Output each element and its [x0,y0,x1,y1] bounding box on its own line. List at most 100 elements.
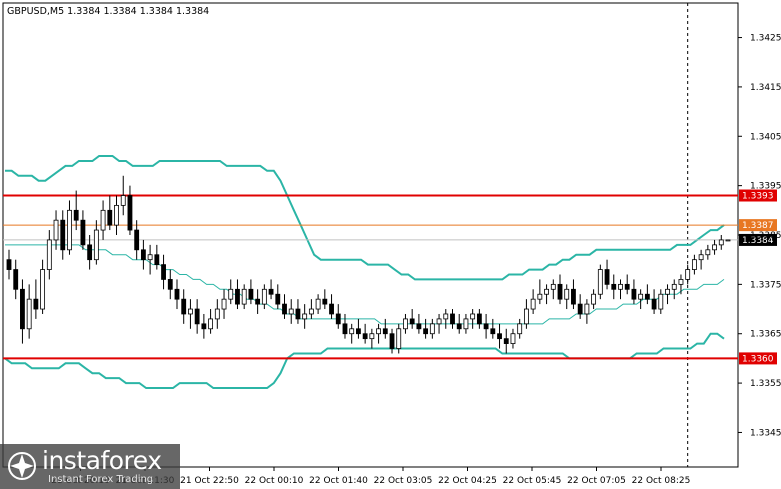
candle-body [356,328,361,335]
candle-body [349,328,355,335]
candle-body [611,283,617,290]
candle-body [604,269,610,285]
candle [604,259,610,290]
candle [369,328,375,349]
candle [40,259,46,314]
instaforex-logo-icon [8,452,36,480]
y-tick-label: 1.3345 [750,428,781,438]
candle-body [423,328,429,335]
candle-body [60,219,66,251]
y-tick-label: 1.3395 [750,182,781,192]
candle [718,235,724,250]
candle [403,313,408,334]
candle-body [73,209,79,221]
candle [470,309,476,329]
candle [698,249,704,270]
candle-body [638,293,644,300]
candle [584,299,590,324]
y-tick-label: 1.3425 [750,34,781,44]
candle-body [530,298,536,310]
y-tick-label: 1.3415 [750,83,781,93]
candle-body [409,318,415,325]
candle [282,294,287,319]
candle-body [20,288,25,330]
candle [181,289,187,324]
candle [510,328,516,349]
level-label-bg-target [739,219,777,232]
candle [443,309,449,329]
candle [161,254,166,290]
candle-body [214,308,220,320]
candle-body [208,318,214,330]
candle-body [282,303,287,315]
candle-body [510,333,516,344]
candle [564,284,570,310]
x-tick-label: 22 Oct 03:05 [374,476,433,486]
candle-body [26,298,32,330]
candle [685,264,691,285]
candle [450,309,455,329]
candle-body [691,259,697,270]
y-tick-label: 1.3385 [750,231,781,241]
candle [571,279,576,310]
candle-body [396,328,402,349]
logo-name: instaforex [42,446,162,475]
y-tick-label: 1.3375 [750,280,781,290]
candle [120,175,126,216]
candle-body [376,328,381,335]
candle [591,289,597,310]
candle-body [107,209,113,226]
candle [490,318,496,339]
candle-body [167,279,173,290]
candle [308,299,314,319]
candle-body [46,239,52,270]
candle [208,309,214,334]
candle [46,230,52,280]
candle-body [577,303,583,315]
candle [100,200,106,240]
candle-body [235,288,240,305]
candle-body [120,195,126,206]
candle [174,279,180,310]
candle [483,313,489,339]
candle [342,313,348,339]
candle-body [188,308,193,315]
logo-tagline: Instant Forex Trading [48,474,154,485]
candle [194,299,200,334]
y-tick-label: 1.3365 [750,330,781,340]
candle [409,309,415,329]
candle-body [544,288,549,295]
level-label-bg-resistance [739,189,777,202]
candle [671,279,677,300]
candle-body [268,288,274,295]
candle-body [261,288,267,305]
instaforex-logo: instaforex Instant Forex Trading [0,444,180,489]
candle-body [705,249,711,256]
candle [349,323,355,344]
candle [691,254,697,275]
candle [255,289,261,314]
candle-body [503,338,509,344]
candle-body [597,269,603,295]
candle [167,269,173,300]
candle [544,284,549,305]
candle [335,304,341,329]
candle [476,309,482,329]
candle-body [678,279,684,285]
candle-body [463,318,469,330]
x-tick-label: 22 Oct 04:25 [438,476,497,486]
x-tick-label: 22 Oct 00:10 [245,476,304,486]
candle [315,294,321,314]
candle-body [631,288,637,300]
y-tick-label: 1.3355 [750,379,781,389]
level-label-current: 1.3384 [742,236,774,246]
candle [26,284,32,339]
candle-body [389,333,395,349]
candle [644,284,650,305]
candle-body [362,333,368,340]
candle [665,284,670,305]
candle-body [584,303,590,315]
candle [107,195,113,231]
candle [577,294,583,319]
